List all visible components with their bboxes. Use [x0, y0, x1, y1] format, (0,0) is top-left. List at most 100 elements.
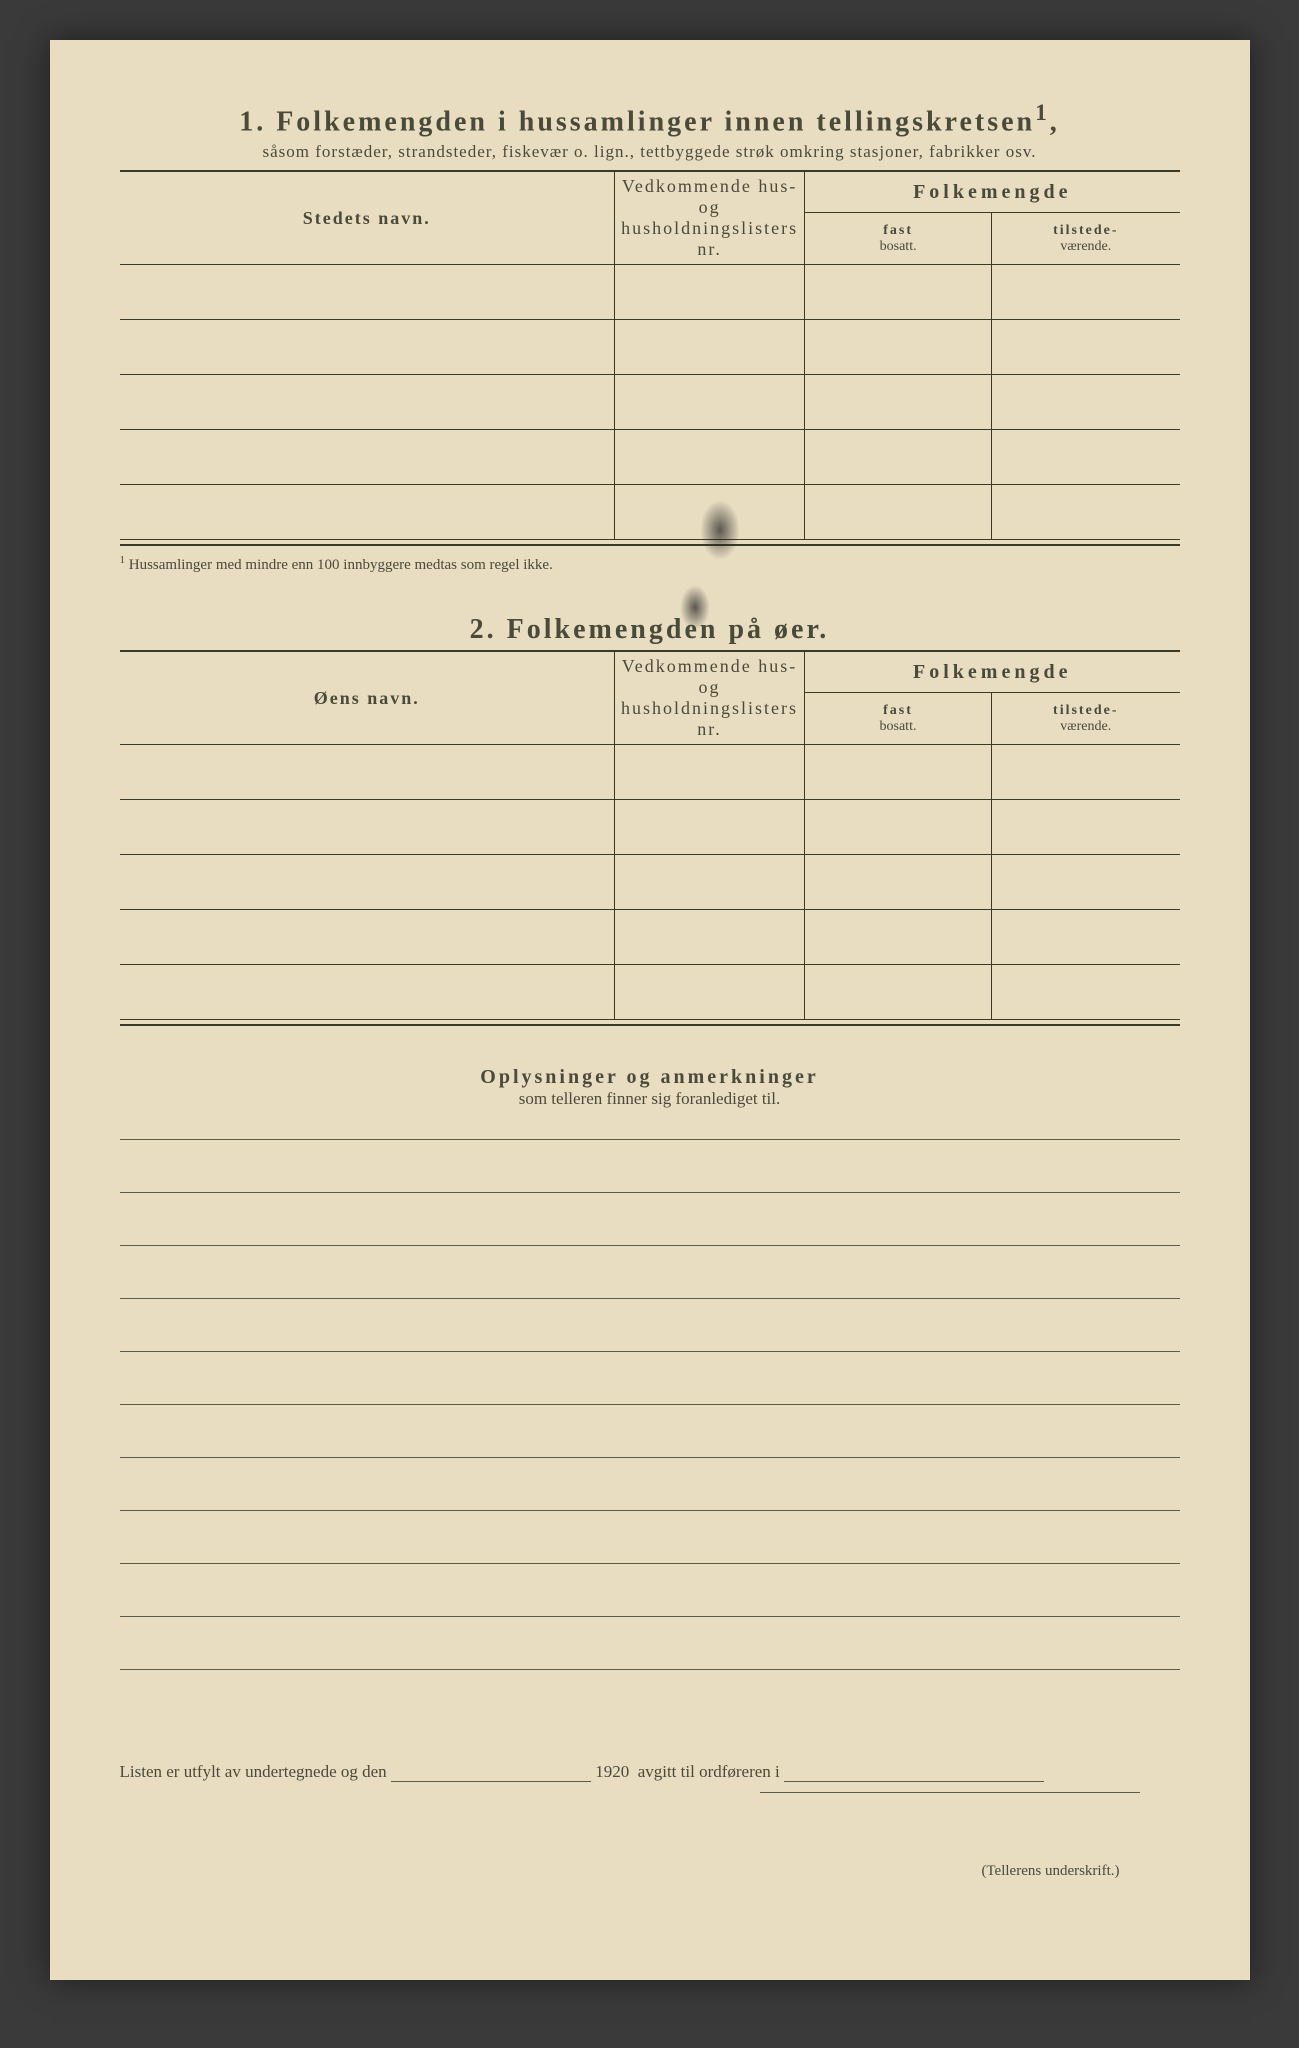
table-cell[interactable]: [120, 320, 615, 375]
note-line[interactable]: [120, 1404, 1180, 1457]
table-cell[interactable]: [615, 375, 805, 430]
signature-after: avgitt til ordføreren i: [638, 1762, 780, 1781]
section2-title-text: Folkemengden på øer.: [507, 614, 830, 645]
table-cell[interactable]: [120, 745, 615, 800]
section1-table: Stedets navn. Vedkommende hus- og hushol…: [120, 172, 1180, 540]
table-row: [120, 855, 1180, 910]
notes-subtitle: som telleren finner sig foranlediget til…: [120, 1089, 1180, 1109]
note-line[interactable]: [120, 1139, 1180, 1192]
table-cell[interactable]: [120, 265, 615, 320]
signature-caption: (Tellerens underskrift.): [120, 1863, 1120, 1880]
section2-col-lists: Vedkommende hus- og husholdningslisters …: [614, 652, 804, 745]
table-cell[interactable]: [804, 910, 991, 965]
section1-title-sup: 1: [1035, 100, 1050, 126]
table-cell[interactable]: [614, 910, 804, 965]
table-cell[interactable]: [992, 855, 1180, 910]
table-cell[interactable]: [805, 320, 992, 375]
census-form-page: 1. Folkemengden i hussamlinger innen tel…: [50, 40, 1250, 1980]
footnote-marker: 1: [120, 554, 126, 566]
table-cell[interactable]: [805, 430, 992, 485]
section2-bottom-rule: [120, 1024, 1180, 1026]
table-row: [120, 800, 1180, 855]
table-cell[interactable]: [615, 265, 805, 320]
table-cell[interactable]: [615, 320, 805, 375]
note-line[interactable]: [120, 1616, 1180, 1669]
table-cell[interactable]: [992, 375, 1180, 430]
table-cell[interactable]: [992, 910, 1180, 965]
table-row: [120, 910, 1180, 965]
section2-col-pop: Folkemengde: [804, 652, 1179, 692]
table-cell[interactable]: [120, 800, 615, 855]
note-line[interactable]: [120, 1563, 1180, 1616]
table-cell[interactable]: [120, 855, 615, 910]
table-row: [120, 320, 1180, 375]
note-line[interactable]: [120, 1457, 1180, 1510]
table-cell[interactable]: [120, 485, 615, 540]
signature-blank-date[interactable]: [391, 1765, 591, 1782]
section1-col-tilstede: tilstede- værende.: [992, 213, 1180, 265]
note-line[interactable]: [120, 1669, 1180, 1722]
table-cell[interactable]: [120, 430, 615, 485]
section1-footnote: 1 Hussamlinger med mindre enn 100 innbyg…: [120, 554, 1180, 574]
section1-col-lists: Vedkommende hus- og husholdningslisters …: [615, 172, 805, 265]
footnote-text: Hussamlinger med mindre enn 100 innbygge…: [129, 557, 553, 573]
signature-year: 1920: [595, 1762, 629, 1781]
table-cell[interactable]: [804, 855, 991, 910]
signature-before: Listen er utfylt av undertegnede og den: [120, 1762, 387, 1781]
table-cell[interactable]: [120, 910, 615, 965]
table-cell[interactable]: [120, 965, 615, 1020]
signature-rule: [760, 1792, 1140, 1793]
table-cell[interactable]: [804, 745, 991, 800]
table-cell[interactable]: [804, 965, 991, 1020]
table-cell[interactable]: [614, 800, 804, 855]
table-cell[interactable]: [992, 430, 1180, 485]
table-cell[interactable]: [992, 485, 1180, 540]
section2-col-tilstede: tilstede- værende.: [992, 693, 1180, 745]
table-cell[interactable]: [614, 965, 804, 1020]
signature-blank-place[interactable]: [784, 1765, 1044, 1782]
note-line[interactable]: [120, 1192, 1180, 1245]
signature-line: Listen er utfylt av undertegnede og den …: [120, 1762, 1180, 1782]
table-cell[interactable]: [804, 800, 991, 855]
table-cell[interactable]: [614, 855, 804, 910]
table-row: [120, 485, 1180, 540]
section1-col-pop: Folkemengde: [805, 172, 1180, 212]
section1-subtitle: såsom forstæder, strandsteder, fiskevær …: [120, 142, 1180, 162]
section1-title: 1. Folkemengden i hussamlinger innen tel…: [120, 100, 1180, 138]
section2-table: Øens navn. Vedkommende hus- og husholdni…: [120, 652, 1180, 1020]
section1-col-fast: fast bosatt.: [805, 213, 992, 265]
table-cell[interactable]: [614, 745, 804, 800]
table-cell[interactable]: [992, 745, 1180, 800]
notes-title: Oplysninger og anmerkninger: [120, 1066, 1180, 1089]
note-line[interactable]: [120, 1245, 1180, 1298]
table-cell[interactable]: [805, 485, 992, 540]
section1-col-name: Stedets navn.: [120, 172, 615, 265]
section2-rows: [120, 745, 1180, 1020]
table-cell[interactable]: [992, 965, 1180, 1020]
section1-number: 1.: [239, 106, 266, 137]
table-row: [120, 430, 1180, 485]
table-row: [120, 265, 1180, 320]
section1-title-text: Folkemengden i hussamlinger innen tellin…: [276, 106, 1035, 137]
table-cell[interactable]: [615, 485, 805, 540]
section1-rows: [120, 265, 1180, 540]
table-row: [120, 745, 1180, 800]
section2-col-name: Øens navn.: [120, 652, 615, 745]
table-cell[interactable]: [120, 375, 615, 430]
table-row: [120, 965, 1180, 1020]
table-row: [120, 375, 1180, 430]
table-cell[interactable]: [992, 265, 1180, 320]
table-cell[interactable]: [992, 320, 1180, 375]
table-cell[interactable]: [805, 375, 992, 430]
note-line[interactable]: [120, 1351, 1180, 1404]
section1-bottom-rule: [120, 544, 1180, 546]
note-line[interactable]: [120, 1298, 1180, 1351]
section2-col-fast: fast bosatt.: [804, 693, 991, 745]
section2-number: 2.: [470, 614, 497, 645]
note-line[interactable]: [120, 1510, 1180, 1563]
table-cell[interactable]: [805, 265, 992, 320]
section2-title: 2. Folkemengden på øer.: [120, 614, 1180, 646]
notes-lines: [120, 1139, 1180, 1722]
table-cell[interactable]: [615, 430, 805, 485]
table-cell[interactable]: [992, 800, 1180, 855]
